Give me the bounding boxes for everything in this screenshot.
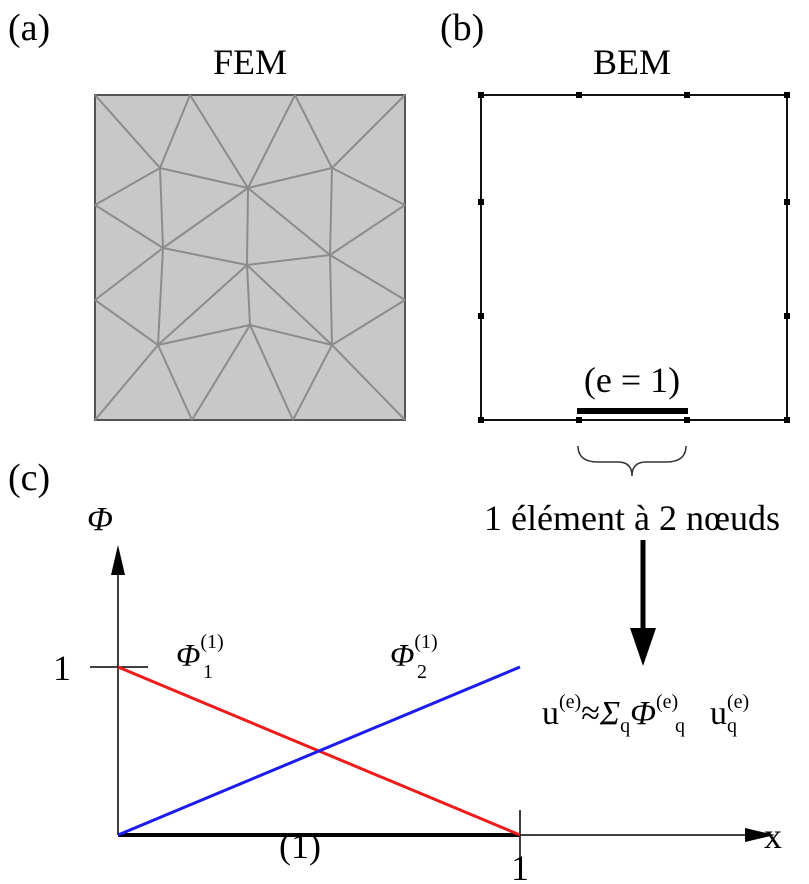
brace-icon <box>577 445 687 477</box>
panel-a-label: (a) <box>8 7 50 49</box>
element-label: (1) <box>279 826 321 866</box>
y-axis-arrow-icon <box>111 545 125 575</box>
formula-phi-sup: (e) <box>656 691 678 713</box>
down-arrow-icon <box>630 540 656 666</box>
formula-sigma: Σ <box>599 695 620 732</box>
bem-node <box>576 417 582 423</box>
y-axis: Φ <box>87 501 125 835</box>
formula-phi-sub: q <box>675 715 685 737</box>
phi1-label: Φ(1) 1 <box>176 631 224 683</box>
phi2-line <box>117 665 521 837</box>
bem-title: BEM <box>593 42 671 82</box>
phi1-sup: (1) <box>200 631 223 653</box>
phi2-sup: (1) <box>414 631 437 653</box>
formula-phi: Φ <box>630 695 656 732</box>
formula-approx: ≈ <box>581 695 600 732</box>
bem-boundary <box>480 94 788 421</box>
fem-mesh <box>94 94 406 421</box>
phi2-label: Φ(1) 2 <box>390 631 438 683</box>
panel-c-label: (c) <box>8 457 50 499</box>
brace-caption: 1 élément à 2 nœuds <box>484 498 780 538</box>
phi2-symbol: Φ <box>390 637 414 673</box>
x-axis-arrow-icon <box>745 828 775 842</box>
bem-node <box>684 92 690 98</box>
formula-sigma-sub: q <box>620 715 630 737</box>
approximation-formula: u(e)≈ΣqΦ(e) q u(e) q <box>542 691 749 737</box>
panel-b: (b) BEM (e = 1) 1 élément à 2 nœuds u(e)… <box>440 7 790 737</box>
bem-node <box>478 199 484 205</box>
y-tick-label: 1 <box>53 648 71 688</box>
bem-node <box>478 417 484 423</box>
formula-u: u <box>542 695 559 732</box>
x-tick-label: 1 <box>511 848 529 884</box>
panel-b-label: (b) <box>440 7 484 49</box>
bem-node <box>784 313 790 319</box>
bem-node <box>576 92 582 98</box>
bem-element-label: (e = 1) <box>584 360 680 400</box>
formula-u2-sub: q <box>727 715 737 737</box>
phi1-sub: 1 <box>203 661 213 683</box>
bem-node <box>784 417 790 423</box>
formula-u2: u <box>710 695 727 732</box>
panel-a: (a) FEM <box>8 7 406 421</box>
bem-node <box>478 313 484 319</box>
bem-node <box>784 92 790 98</box>
y-axis-symbol: Φ <box>87 501 113 538</box>
phi1-symbol: Φ <box>176 637 200 673</box>
formula-u-sup: (e) <box>559 691 581 713</box>
phi2-sub: 2 <box>417 661 427 683</box>
fem-title: FEM <box>213 42 287 82</box>
bem-node <box>784 199 790 205</box>
panel-c: (c) Φ x 1 1 (1) Φ(1) 1 Φ(1) 2 <box>8 457 782 884</box>
formula-u2-sup: (e) <box>727 691 749 713</box>
bem-node <box>478 92 484 98</box>
bem-element-highlight <box>577 408 688 414</box>
bem-node <box>684 417 690 423</box>
x-axis-symbol: x <box>764 816 782 856</box>
bem-nodes <box>478 92 790 423</box>
